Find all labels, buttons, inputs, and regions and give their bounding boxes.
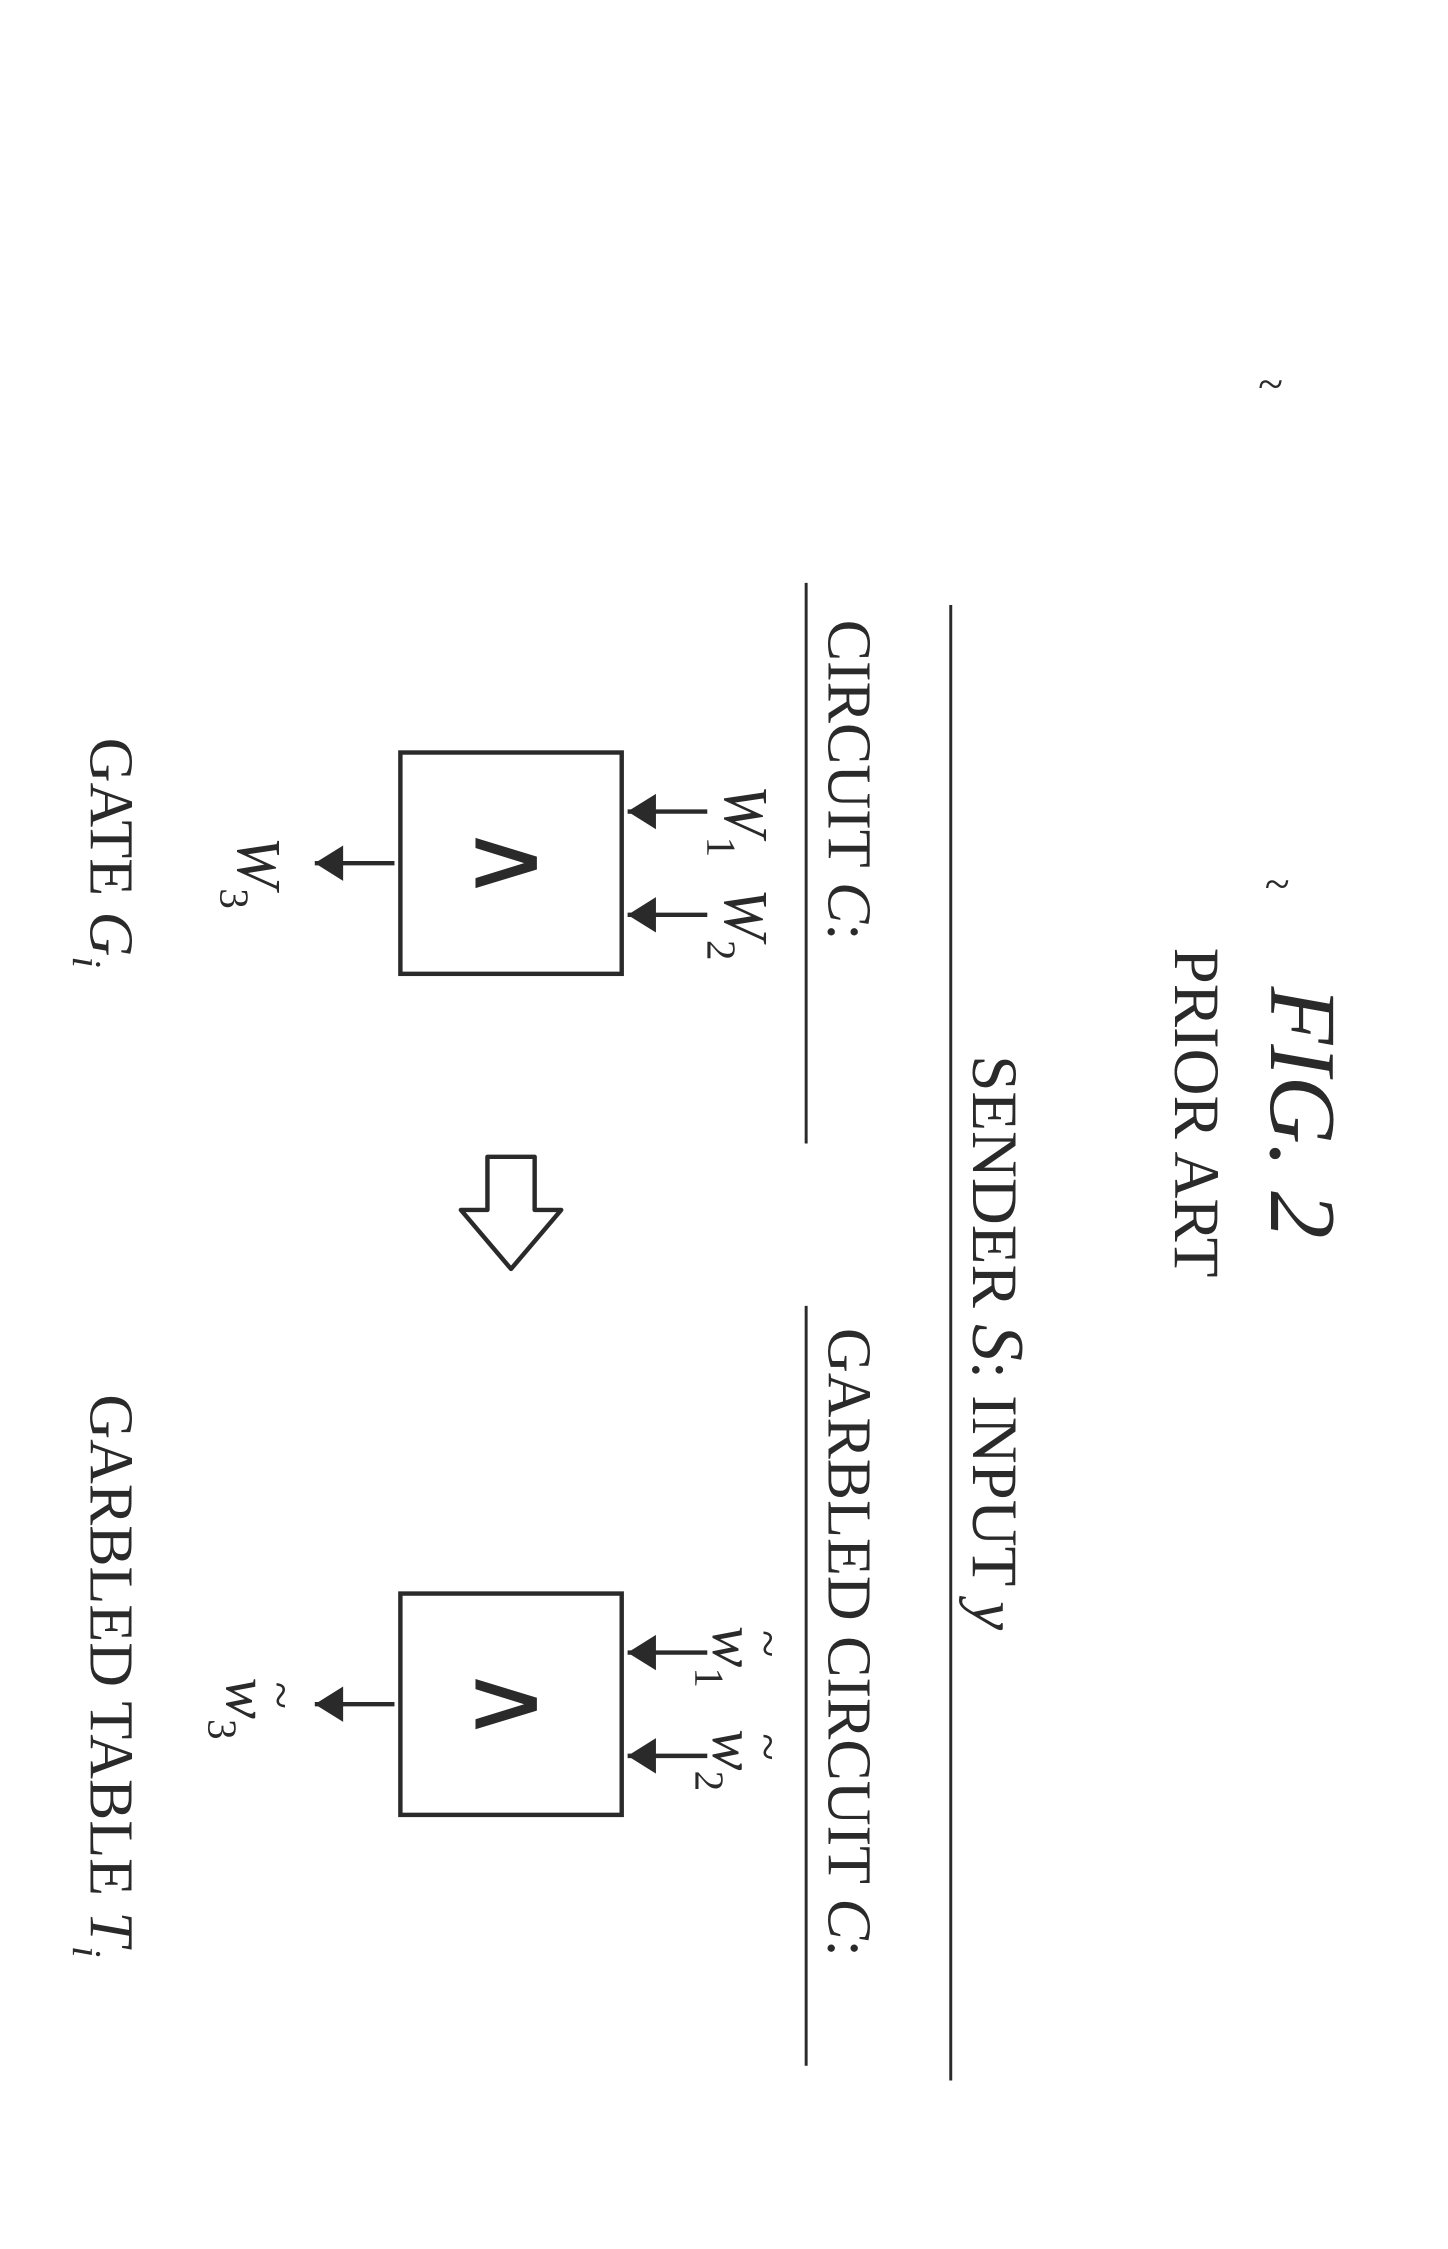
svg-text:~: ~ <box>1265 858 1290 909</box>
svg-text:~: ~ <box>254 1682 310 1709</box>
sender-header: SENDER S: INPUT y <box>957 1055 1039 1630</box>
and-gate-symbol: ∧ <box>453 1665 571 1743</box>
garbled-table-label: GARBLED TABLE Ti <box>64 1394 145 1957</box>
figure-label: FIG. 2 <box>1250 986 1354 1239</box>
circuit-title: CIRCUIT C: <box>814 620 882 941</box>
wire-label: W1 <box>698 785 779 857</box>
svg-text:~: ~ <box>741 1630 797 1657</box>
garbled-circuit-title: GARBLED CIRCUIT C: <box>814 1328 882 1957</box>
wire-label: W2 <box>698 888 779 960</box>
svg-text:~: ~ <box>741 1733 797 1760</box>
gate-label: GATE Gi <box>64 738 145 968</box>
prior-art-label: PRIOR ART <box>1160 948 1232 1278</box>
svg-text:~: ~ <box>1258 358 1283 409</box>
wire-out-label: W3 <box>211 837 292 909</box>
and-gate-symbol: ∧ <box>453 824 571 902</box>
